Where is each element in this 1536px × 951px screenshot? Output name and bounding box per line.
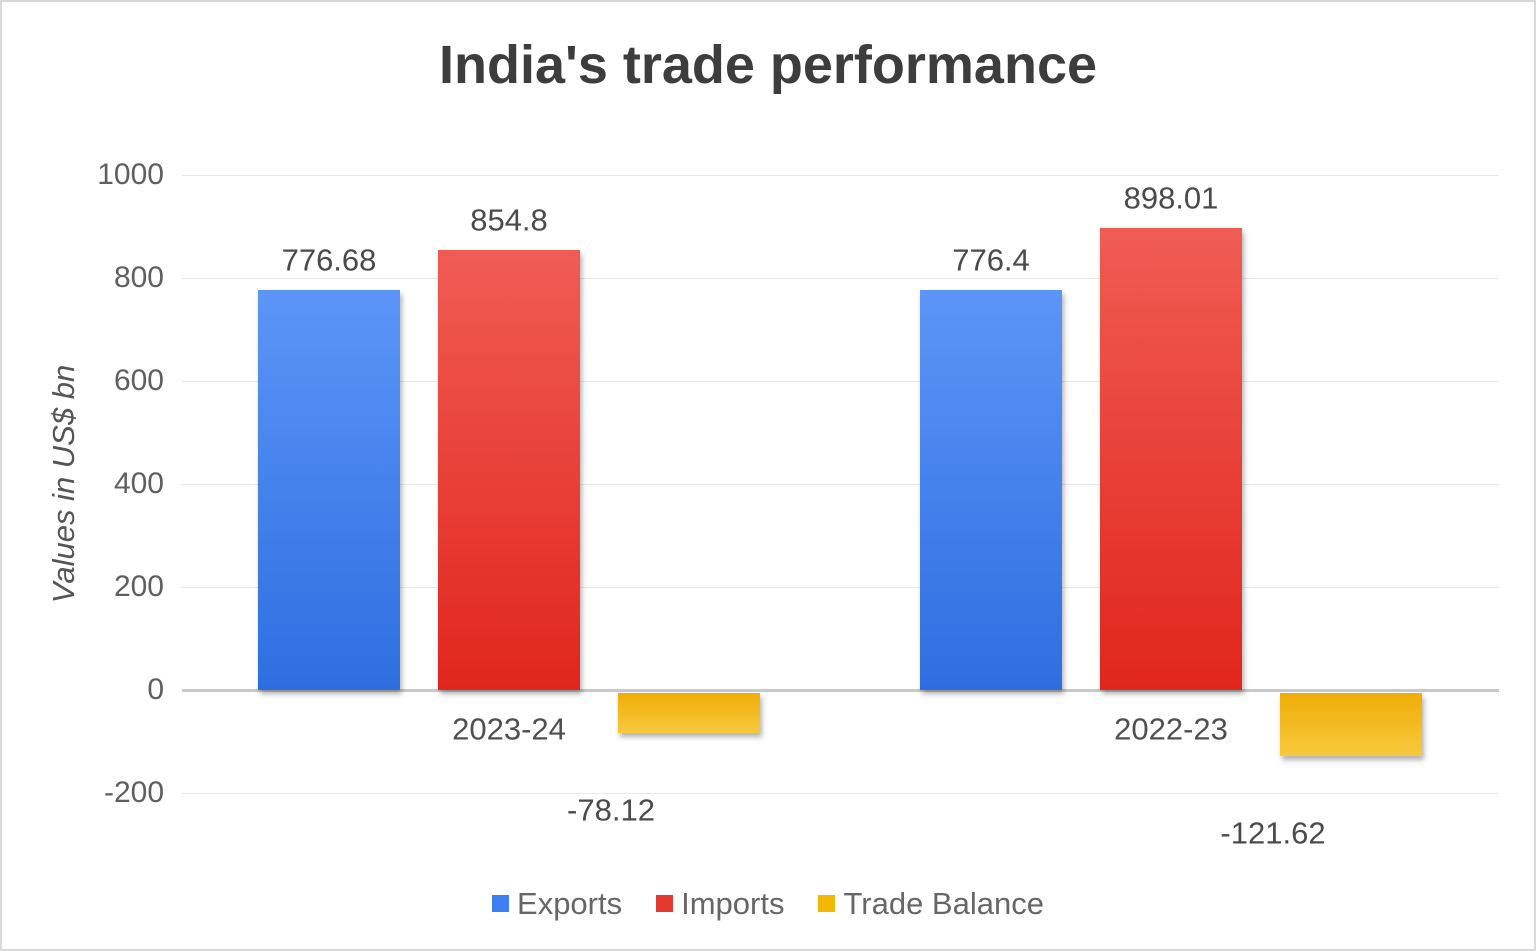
y-tick-label-200: 200 [113, 570, 164, 603]
legend-label-trade-balance: Trade Balance [843, 886, 1044, 921]
y-tick-label-600: 600 [113, 364, 164, 397]
category-label-2023-24: 2023-24 [452, 711, 566, 747]
y-tick-label-1000: 1000 [97, 158, 164, 191]
legend-swatch-imports-icon [656, 895, 674, 912]
bar-exports-2022-23 [920, 290, 1062, 690]
value-label-trade-balance-2022-23: -121.62 [1220, 815, 1326, 851]
gridline-600 [182, 381, 1499, 382]
gridline-800 [182, 278, 1499, 279]
legend-item-exports: Exports [492, 888, 622, 919]
legend: Exports Imports Trade Balance [2, 888, 1534, 919]
y-tick-label--200: -200 [103, 776, 164, 809]
y-tick-label-800: 800 [113, 261, 164, 294]
value-label-exports-2022-23: 776.4 [952, 242, 1030, 278]
legend-item-trade-balance: Trade Balance [818, 886, 1044, 921]
legend-label-exports: Exports [517, 886, 623, 921]
gridline-1000 [182, 175, 1499, 176]
bar-imports-2023-24 [438, 249, 580, 690]
bar-trade-balance-2023-24 [618, 693, 760, 734]
value-label-exports-2023-24: 776.68 [281, 242, 377, 278]
legend-label-imports: Imports [681, 886, 785, 921]
bar-imports-2022-23 [1100, 227, 1242, 690]
legend-swatch-exports-icon [492, 895, 510, 912]
gridline-400 [182, 484, 1499, 485]
value-label-imports-2023-24: 854.8 [470, 202, 548, 238]
category-label-2022-23: 2022-23 [1114, 711, 1228, 747]
chart-title: India's trade performance [438, 35, 1098, 95]
y-tick-label-0: 0 [147, 673, 164, 706]
y-tick-label-400: 400 [113, 467, 164, 500]
value-label-trade-balance-2023-24: -78.12 [567, 792, 655, 828]
value-label-imports-2022-23: 898.01 [1123, 180, 1219, 216]
zero-gridline [182, 689, 1499, 692]
legend-swatch-trade-balance-icon [818, 895, 836, 912]
bar-trade-balance-2022-23 [1280, 693, 1422, 756]
legend-item-imports: Imports [656, 888, 784, 919]
bar-exports-2023-24 [258, 290, 400, 690]
gridline--200 [182, 793, 1499, 794]
gridline-200 [182, 587, 1499, 588]
